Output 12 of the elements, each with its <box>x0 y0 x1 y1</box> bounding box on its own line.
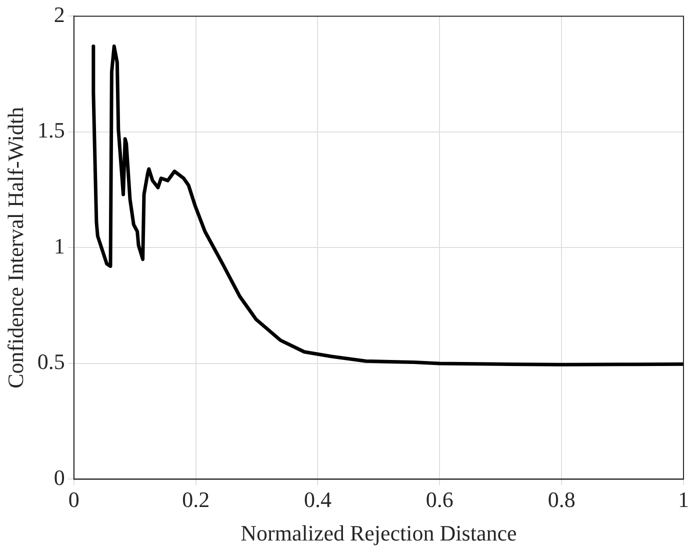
x-tick-label: 0.8 <box>548 487 576 512</box>
x-axis-title: Normalized Rejection Distance <box>240 520 517 546</box>
x-tick-label: 0.4 <box>304 487 332 512</box>
x-tick-label: 1 <box>678 487 689 512</box>
y-tick-label: 1.5 <box>37 118 65 143</box>
x-tick-label: 0.6 <box>426 487 454 512</box>
y-tick-label: 0.5 <box>37 349 65 374</box>
y-tick-label: 2 <box>54 2 65 27</box>
y-tick-label: 0 <box>54 464 65 490</box>
y-tick-label: 1 <box>54 233 65 258</box>
x-tick-label: 0.2 <box>182 487 210 512</box>
y-axis-title: Confidence Interval Half-Width <box>2 107 28 388</box>
